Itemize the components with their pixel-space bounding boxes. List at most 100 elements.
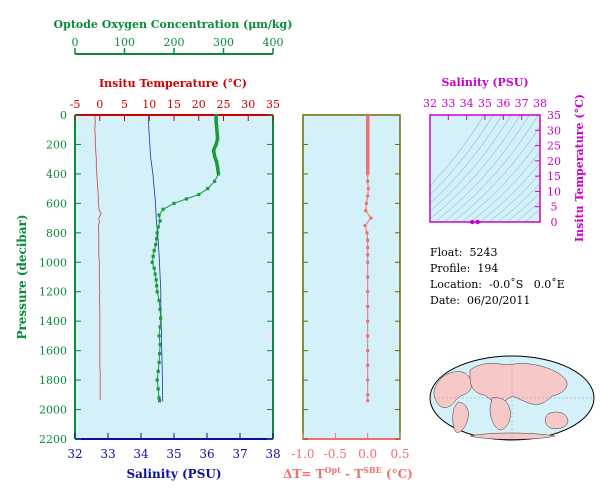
ts-panel: Salinity (PSU) 32 33 34 35 36 37 3805101520253… — [423, 76, 586, 242]
oxygen-point — [156, 387, 160, 391]
delta-t-point — [366, 378, 370, 382]
temperature-tick-label: 15 — [167, 98, 181, 111]
delta-t-point — [366, 290, 370, 294]
delta-t-point — [366, 253, 370, 257]
oxygen-point — [157, 396, 161, 400]
oxygen-point — [157, 299, 161, 303]
map-land-africa — [489, 397, 511, 431]
oxygen-point — [153, 272, 157, 276]
ts-salinity-tick-label: 33 — [441, 97, 455, 110]
salinity-tick-label: 35 — [166, 447, 181, 461]
delta-t-point — [366, 115, 370, 118]
delta-t-point — [366, 393, 370, 397]
delta-t-point — [366, 172, 370, 176]
oxygen-axis-title: Optode Oxygen Concentration (μm/kg) — [54, 18, 293, 31]
delta-t-tick-label: -1.0 — [291, 447, 314, 461]
oxygen-point — [213, 179, 217, 183]
ts-isopycnal-line — [497, 183, 540, 222]
delta-t-point — [366, 125, 370, 129]
pressure-tick-label: 1000 — [39, 256, 67, 269]
delta-t-tick-label: 0.5 — [390, 447, 409, 461]
ts-isopycnal-line — [430, 115, 494, 196]
delta-t-point — [366, 349, 370, 353]
map-land — [433, 363, 569, 440]
salinity-tick-label: 37 — [232, 447, 247, 461]
oxygen-point — [158, 399, 162, 403]
salinity-tick-label: 34 — [133, 447, 149, 461]
temperature-tick-label: 10 — [142, 98, 156, 111]
ts-isopycnal-line — [452, 125, 540, 222]
delta-t-ticks: -1.0 -0.5 0.0 0.5 — [291, 114, 410, 461]
delta-t-label-part2: - T — [341, 467, 363, 481]
ts-isopycnal-line — [461, 139, 540, 222]
ts-temperature-tick-label: 0 — [551, 216, 558, 229]
delta-t-point — [366, 119, 370, 123]
ts-point — [470, 219, 475, 225]
float-info: Float: 5243 — [430, 246, 498, 259]
ts-isopycnal-line — [443, 115, 539, 222]
delta-t-point — [369, 216, 373, 220]
map-land-australia — [545, 411, 569, 429]
ts-temperature-tick-label: 10 — [547, 185, 561, 198]
delta-t-label-sup2: SBE — [363, 465, 382, 475]
oxygen-point — [157, 213, 161, 217]
temperature-tick-label: 20 — [192, 98, 206, 111]
delta-t-point — [366, 238, 370, 242]
ts-isopycnal-lines — [430, 115, 540, 222]
pressure-tick-label: 0 — [60, 109, 67, 122]
oxygen-point — [151, 254, 155, 258]
ts-temperature-tick-label: 15 — [547, 170, 561, 183]
delta-t-point — [366, 143, 370, 146]
map-land-antarctica — [469, 432, 556, 440]
date-info: Date: 06/20/2011 — [430, 294, 531, 307]
ts-isopycnal-line — [430, 115, 503, 204]
ts-isopycnal-line — [506, 192, 540, 222]
pressure-tick-label: 600 — [46, 197, 67, 210]
ts-temperature-title: Insitu Temperature (°C) — [573, 94, 586, 242]
delta-t-point — [366, 305, 370, 308]
delta-t-point — [365, 231, 369, 235]
oxygen-point — [197, 192, 201, 197]
oxygen-point — [157, 360, 161, 364]
salinity-tick-label: 38 — [265, 447, 280, 461]
ts-isopycnal-line — [515, 201, 540, 222]
ts-point — [475, 219, 480, 225]
delta-t-point — [366, 160, 370, 164]
delta-t-tick-label: 0.0 — [358, 447, 377, 461]
pressure-tick-label: 2200 — [39, 433, 67, 446]
delta-t-point — [366, 179, 370, 183]
pressure-tick-label: 1800 — [39, 374, 67, 387]
ts-salinity-title: Salinity (PSU) — [441, 76, 528, 89]
oxygen-tick-label: 200 — [164, 36, 185, 49]
oxygen-point — [184, 197, 188, 201]
oxygen-tick-label: 400 — [263, 36, 284, 49]
delta-t-point — [366, 154, 370, 158]
ts-temperature-tick-label: 20 — [547, 155, 561, 168]
oxygen-point — [159, 316, 163, 320]
oxygen-point — [158, 343, 162, 347]
salinity-tick-label: 36 — [199, 447, 214, 461]
oxygen-point — [155, 284, 159, 288]
temperature-axis-title: Insitu Temperature (°C) — [99, 77, 247, 90]
oxygen-point — [172, 201, 176, 205]
oxygen-tick-label: 300 — [213, 36, 234, 49]
delta-t-axis-title: ΔT= TOpt - TSBE (°C) — [283, 465, 413, 481]
delta-t-label-sup1: Opt — [325, 465, 342, 475]
delta-t-point — [366, 166, 370, 170]
ts-temperature-tick-label: 30 — [547, 124, 561, 137]
oxygen-point — [206, 187, 210, 191]
world-map — [429, 355, 595, 441]
pressure-tick-label: 400 — [46, 168, 67, 181]
oxygen-point — [158, 325, 162, 329]
profile-info: Profile: 194 — [430, 262, 499, 275]
ts-ticks: 32 33 34 35 36 37 38 0 5 10 15 20 25 30 35 — [423, 97, 561, 229]
ts-points — [470, 219, 480, 225]
delta-t-point — [364, 201, 368, 205]
map-land-americas-south — [452, 401, 469, 433]
pressure-tick-label: 1400 — [39, 315, 67, 328]
delta-t-point — [366, 137, 370, 141]
ts-salinity-tick-label: 36 — [496, 97, 510, 110]
ts-salinity-tick-label: 38 — [533, 97, 547, 110]
ts-isopycnal-line — [430, 115, 485, 187]
